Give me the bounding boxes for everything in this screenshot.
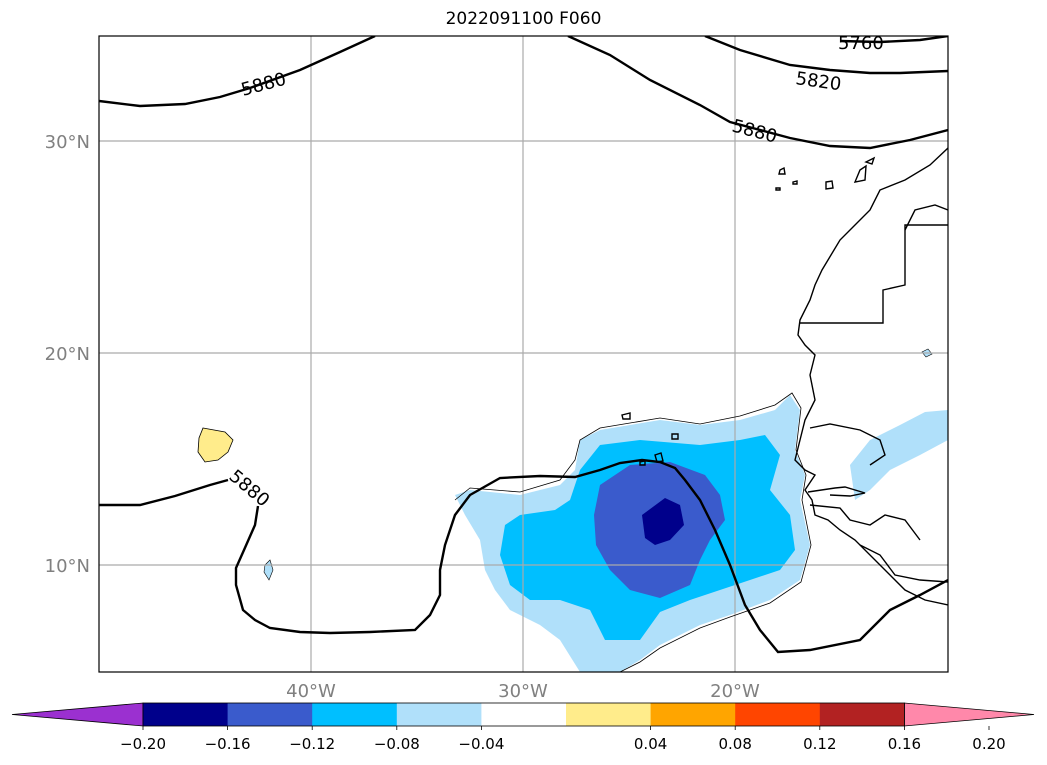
- colorbar: −0.20 −0.16 −0.12 −0.08 −0.04 0.04 0.08 0.12 0.1…: [11, 702, 1035, 753]
- colorbar-segment: [227, 703, 313, 726]
- colorbar-segment: [819, 703, 905, 726]
- colorbar-segment: [566, 703, 652, 726]
- colorbar-outline: [142, 702, 905, 727]
- anomaly-outline: [454, 392, 812, 672]
- colorbar-segment: [481, 703, 567, 726]
- colorbar-segment: [312, 703, 398, 726]
- colorbar-segment: [143, 703, 229, 726]
- colorbar-tick-label: −0.16: [205, 735, 251, 753]
- colorbar-segment: [650, 703, 736, 726]
- lat-label-20n: 20°N: [45, 344, 90, 365]
- anomaly-fill-darkblue: [642, 498, 684, 545]
- lon-label-40w: 40°W: [286, 681, 336, 702]
- lon-label-30w: 30°W: [498, 681, 548, 702]
- lat-label-30n: 30°N: [45, 132, 90, 153]
- colorbar-tick-label: −0.04: [458, 735, 504, 753]
- contour-label-5880-west: 5880: [225, 466, 274, 512]
- colorbar-tick-label: −0.08: [374, 735, 420, 753]
- colorbar-tick-label: −0.20: [120, 735, 166, 753]
- anomaly-fill-light-east: [850, 410, 948, 500]
- contour-label-5880-north: 5880: [239, 69, 289, 101]
- colorbar-tick-label: 0.12: [803, 735, 836, 753]
- chart-title: 2022091100 F060: [445, 9, 602, 29]
- colorbar-tick-label: −0.12: [289, 735, 335, 753]
- anomaly-fill-small: [263, 559, 274, 581]
- coastlines: [621, 147, 948, 606]
- map-frame: [98, 35, 949, 673]
- lon-label-20w: 20°W: [710, 681, 760, 702]
- contour-label-5880-east: 5880: [730, 116, 780, 148]
- colorbar-tick-label: 0.20: [972, 735, 1005, 753]
- colorbar-extend-under: [11, 702, 144, 727]
- colorbar-tick-label: 0.04: [634, 735, 667, 753]
- anomaly-fill-yellow: [197, 427, 234, 463]
- contour-label-5760: 5760: [838, 33, 884, 54]
- lat-label-10n: 10°N: [45, 556, 90, 577]
- colorbar-extend-over: [904, 702, 1035, 727]
- contour-label-5820: 5820: [794, 68, 842, 95]
- colorbar-tick-label: 0.16: [888, 735, 921, 753]
- colorbar-tick-label: 0.08: [718, 735, 751, 753]
- colorbar-segment: [735, 703, 821, 726]
- map-plot-area: 5760 5820 5880 5880 5880: [99, 33, 948, 672]
- colorbar-segment: [396, 703, 482, 726]
- height-contours: [99, 36, 948, 654]
- gridlines: [99, 36, 948, 672]
